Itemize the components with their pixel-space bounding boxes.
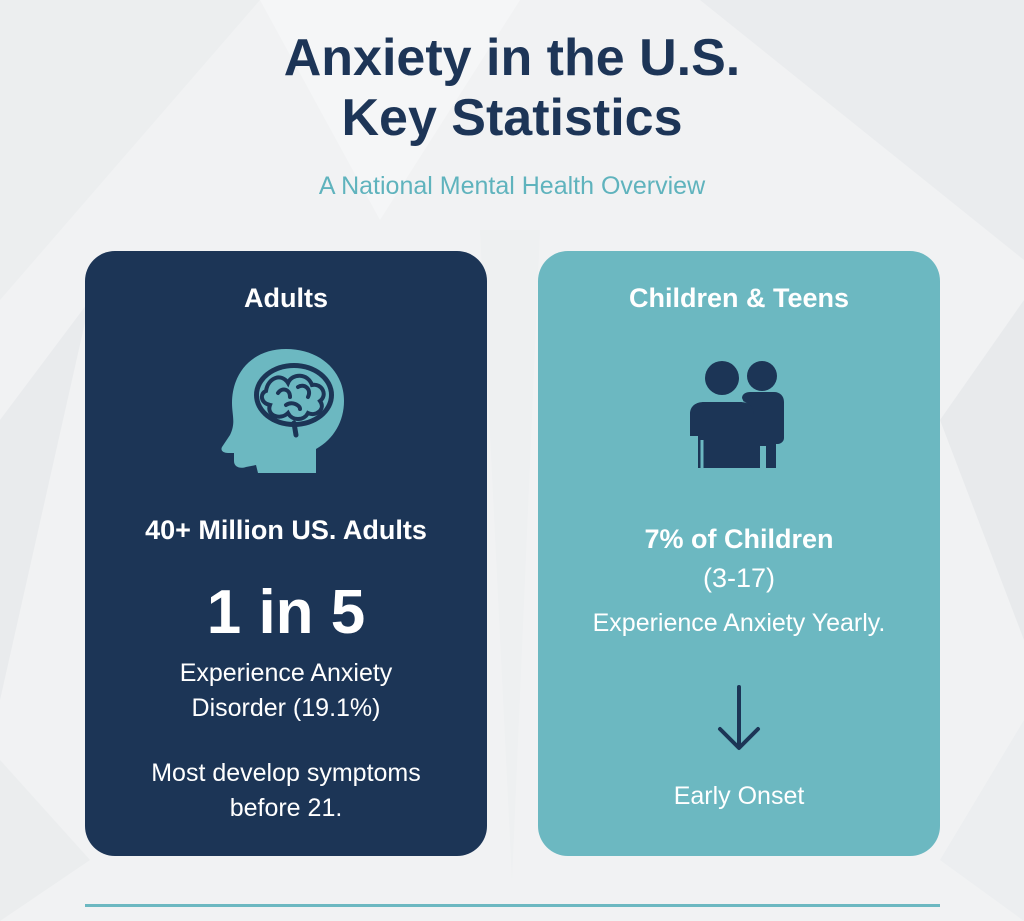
title-line-2: Key Statistics	[341, 89, 683, 147]
adults-big-stat: 1 in 5	[206, 578, 366, 647]
page-title: Anxiety in the U.S. Key Statistics	[0, 28, 1024, 148]
adults-description-line-1: Experience Anxiety	[179, 659, 393, 687]
title-line-1: Anxiety in the U.S.	[283, 29, 741, 87]
children-stat-line-1: 7% of Children	[644, 524, 834, 554]
adults-description-line-2: Disorder (19.1%)	[191, 694, 381, 722]
children-footer-label: Early Onset	[673, 782, 805, 810]
footer-divider	[85, 904, 940, 907]
children-card: Children & Teens 7% of Children (3-17) E…	[538, 251, 940, 856]
page-subtitle: A National Mental Health Overview	[318, 172, 706, 200]
arrow-down-icon	[538, 683, 940, 758]
adults-stat-headline: 40+ Million US. Adults	[145, 515, 427, 545]
brain-head-icon	[85, 343, 487, 478]
adults-card: Adults 40+ Million US. Adults 1 in 5 Exp…	[85, 251, 487, 856]
children-card-heading: Children & Teens	[628, 283, 850, 313]
adults-note-line-2: before 21.	[229, 794, 343, 822]
two-people-icon	[538, 356, 940, 476]
children-stat-line-2: (3-17)	[702, 563, 776, 593]
adults-card-heading: Adults	[244, 283, 328, 313]
adults-note-line-1: Most develop symptoms	[151, 759, 421, 787]
children-description: Experience Anxiety Yearly.	[592, 609, 886, 637]
